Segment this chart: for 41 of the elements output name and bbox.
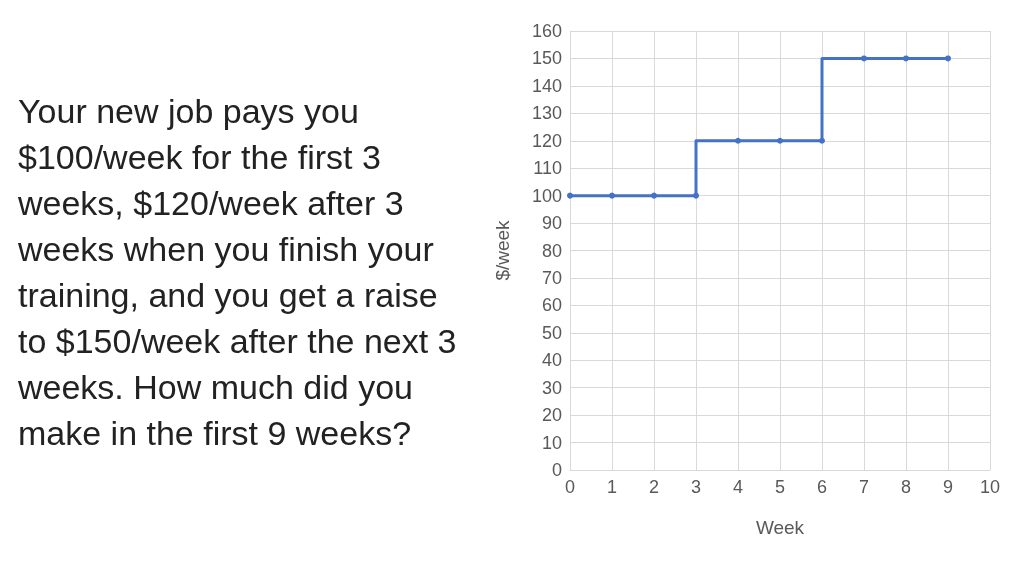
y-tick-label: 150 <box>531 48 562 69</box>
point <box>903 55 909 62</box>
y-tick-label: 20 <box>541 405 562 426</box>
y-tick-label: 50 <box>541 322 562 343</box>
y-tick-label: 110 <box>533 158 562 179</box>
y-tick-label: 30 <box>541 377 562 398</box>
x-tick-label: 2 <box>648 477 660 497</box>
point <box>609 192 615 199</box>
x-tick-label: 1 <box>606 477 618 497</box>
y-tick-label: 90 <box>541 213 562 234</box>
x-tick-label: 8 <box>900 477 912 497</box>
x-axis-title: Week <box>755 517 805 538</box>
y-tick-label: 130 <box>531 103 562 124</box>
x-tick-label: 9 <box>942 477 954 497</box>
y-tick-label: 100 <box>531 185 562 206</box>
x-tick-label: 10 <box>979 477 1001 497</box>
point <box>567 192 573 199</box>
y-tick-label: 10 <box>541 432 562 453</box>
text: Your new job pays you $100/week for the first 3 weeks, $120/week after 3 weeks when you finish your training, and you get a raise to $150/week after the next 3 weeks. How much did you make in the first 9 weeks? <box>18 91 458 454</box>
x-tick-label: 7 <box>858 477 870 497</box>
y-tick-label: 60 <box>541 295 562 316</box>
y-axis-title: $/week <box>492 219 513 281</box>
point <box>861 55 867 62</box>
x-tick-label: 3 <box>690 477 702 497</box>
y-tick-label: 70 <box>541 267 562 288</box>
point <box>945 55 951 62</box>
x-tick-label: 4 <box>732 477 744 497</box>
x-tick-label: 5 <box>774 477 786 497</box>
y-tick-label: 140 <box>531 75 562 96</box>
point <box>819 137 825 144</box>
y-tick-label: 40 <box>541 350 562 371</box>
point <box>693 192 699 199</box>
y-tick-label: 120 <box>531 130 562 151</box>
x-tick-label: 0 <box>564 477 576 497</box>
point <box>651 192 657 199</box>
y-tick-label: 80 <box>541 240 562 261</box>
y-tick-label: 160 <box>531 21 562 41</box>
point <box>777 137 783 144</box>
x-tick-label: 6 <box>816 477 828 497</box>
y-tick-label: 0 <box>551 460 562 480</box>
point <box>735 137 741 144</box>
